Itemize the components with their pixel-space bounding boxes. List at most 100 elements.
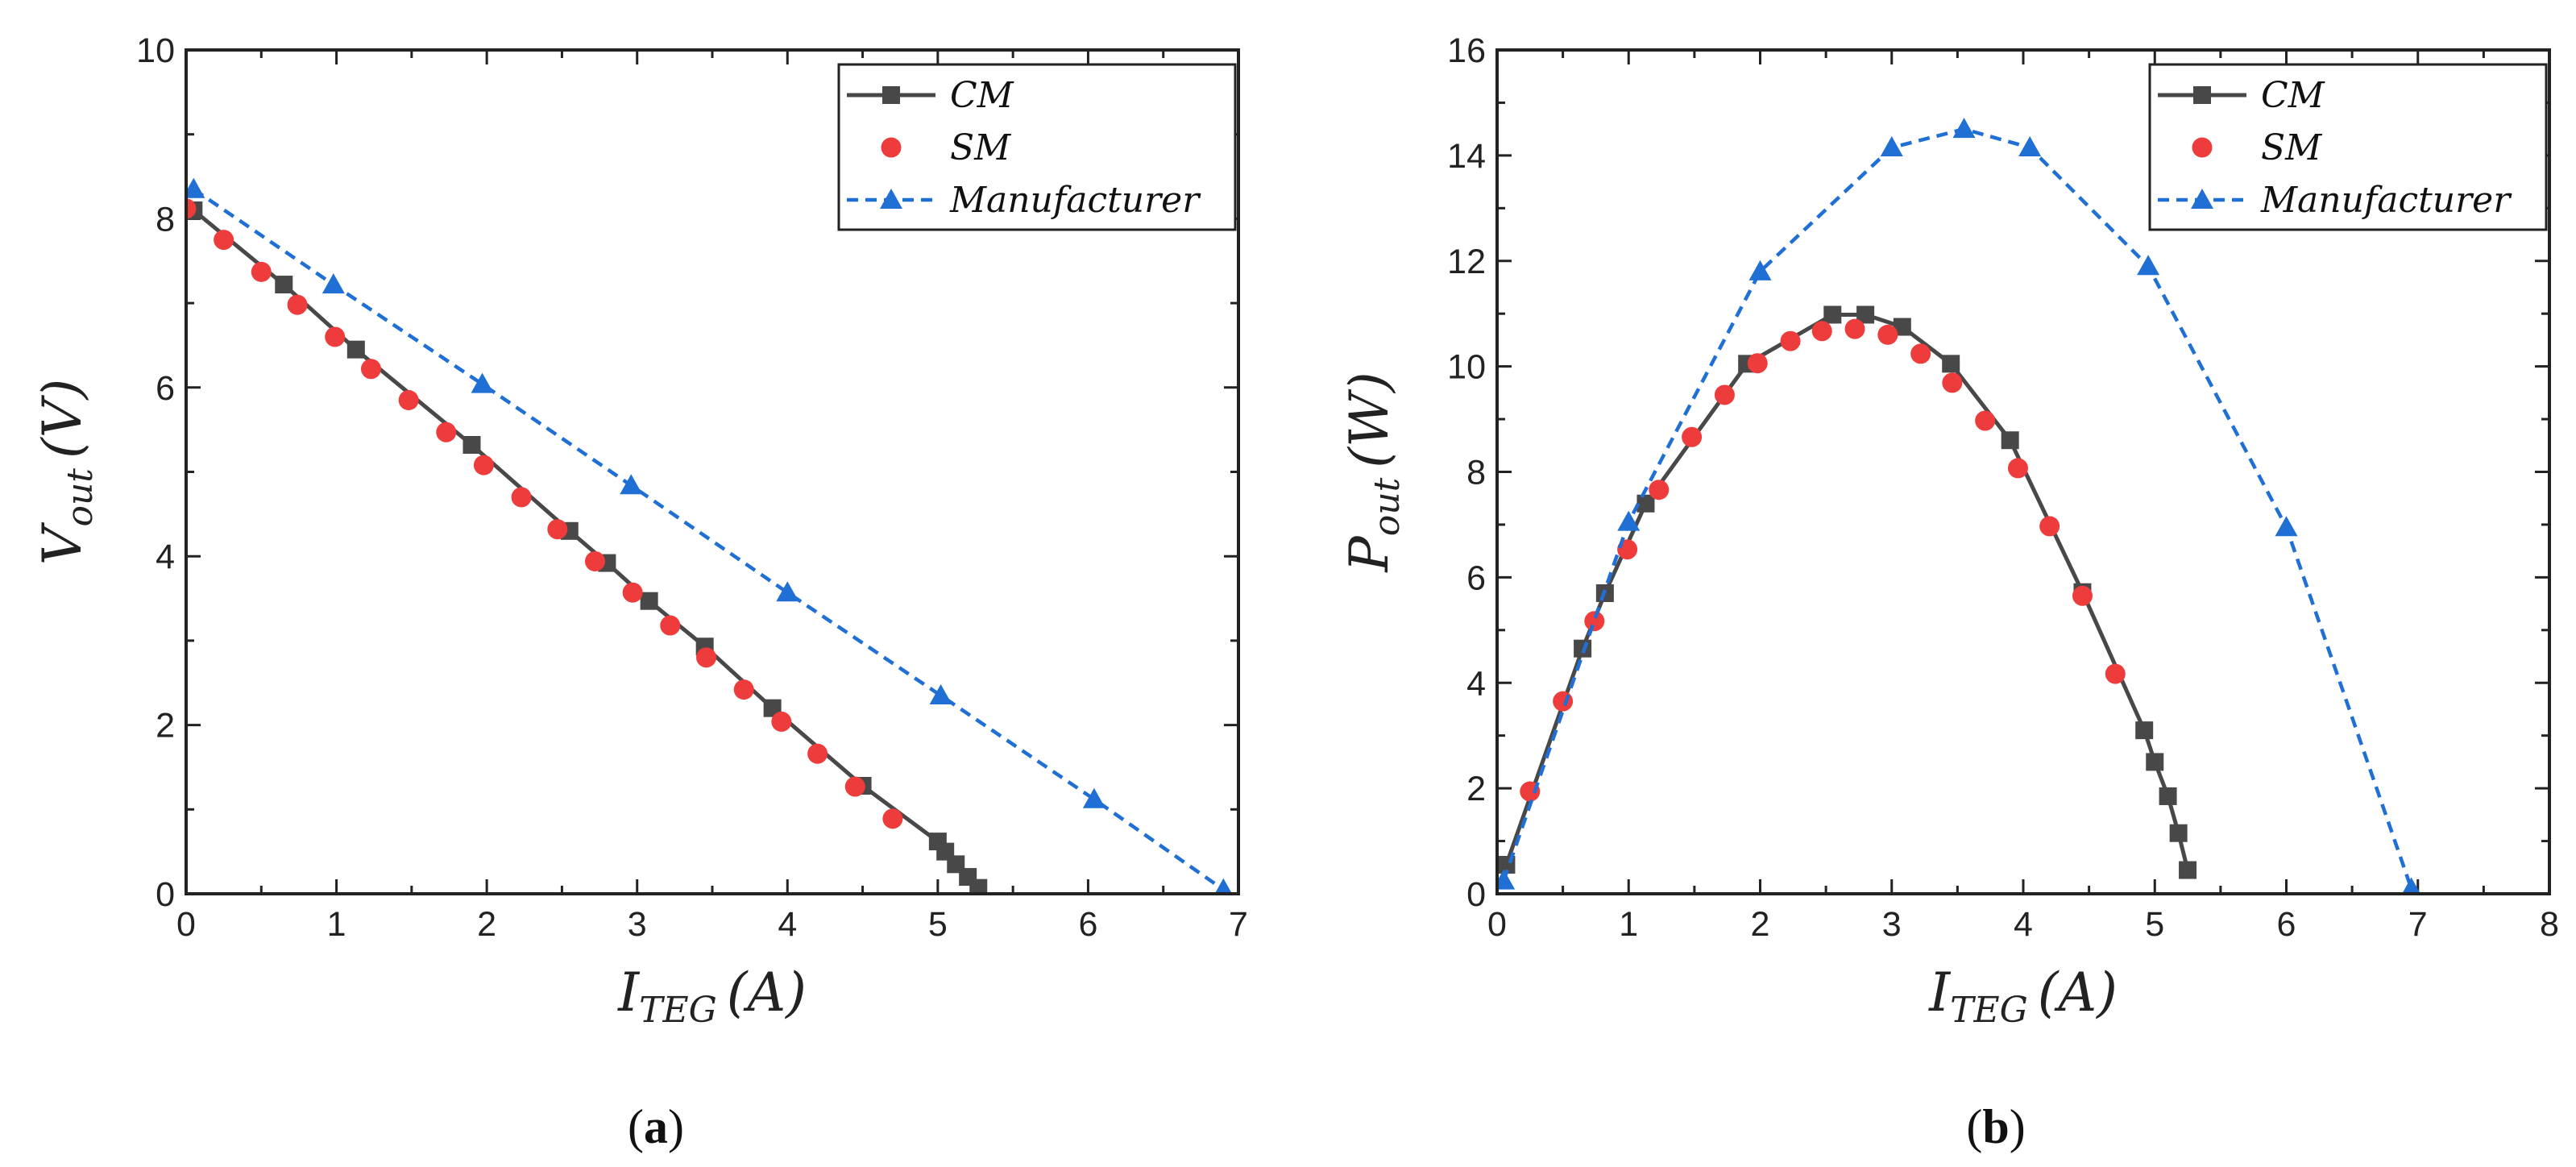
series-sm-point [1682,426,1703,447]
legend-label: CM [950,75,1014,116]
series-sm-point [2072,585,2093,606]
series-sm-point [1811,321,1832,342]
series-sm-point [1553,691,1574,712]
legend-marker [2192,137,2213,158]
y-tick-label: 8 [1466,454,1486,492]
series-cm-point [346,340,365,359]
y-tick-label: 2 [1466,770,1486,808]
y-tick-label: 10 [1447,348,1486,387]
series-cm-point [1636,494,1655,513]
series-sm-point [473,455,494,476]
series-manufacturer-point [2137,255,2160,276]
legend-label: Manufacturer [2260,180,2512,221]
legend-box [837,63,1237,231]
series-sm-point [771,711,792,732]
series-manufacturer-point [620,474,643,495]
panel-label: (a) [628,1100,684,1153]
series-cm-point [763,699,782,717]
x-tick-label: 6 [1078,905,1097,944]
panel-label: (b) [1966,1100,2025,1153]
series-sm-point [696,647,717,668]
series-manufacturer-point [1880,136,1903,157]
series-cm-point [275,276,293,294]
x-tick-label: 3 [628,905,647,944]
series-manufacturer-point [471,372,494,393]
series-sm-point [214,230,234,251]
series-cm-point [1893,318,1911,336]
legend-label: Manufacturer [949,180,1201,221]
series-sm-point [1942,372,1963,393]
series-cm-point [1574,639,1592,658]
series-cm-point [463,435,481,454]
series-sm-point [733,679,754,700]
y-tick-label: 2 [156,707,175,745]
series-sm [1520,318,2126,802]
series-manufacturer-point [2402,877,2421,894]
series-sm-point [2105,663,2126,684]
legend-item-sm: SM [2192,127,2322,168]
series-sm-point [287,294,308,315]
series-cm-point [1856,305,1875,324]
series-sm-point [1584,611,1605,632]
legend-marker [2193,86,2211,104]
x-tick-label: 1 [1619,905,1638,944]
x-tick-label: 4 [2014,905,2033,944]
series-sm-point [436,422,457,442]
legend-box [2148,63,2548,231]
x-tick-label: 4 [778,905,797,944]
series-sm-point [1780,330,1801,351]
y-tick-label: 4 [1466,664,1486,703]
series-manufacturer-point [186,177,205,198]
legend-label: CM [2261,75,2325,116]
series-cm [1497,305,2197,879]
series-manufacturer [186,177,1233,894]
series-sm-point [511,487,532,508]
plot-frame [1495,48,2551,895]
legend-label: SM [2261,127,2322,168]
series-manufacturer-point [1497,869,1516,890]
y-axis-title: Pout(W) [1338,372,1408,572]
series-manufacturer-line [193,187,1225,891]
series-cm-point [969,878,988,894]
legend-label: SM [950,127,1011,168]
series-cm-point [1823,305,1842,324]
series-cm-point [2146,753,2164,771]
y-tick-label: 0 [1466,875,1486,914]
series-sm-point [1975,410,1996,431]
series-sm-point [547,519,568,540]
legend-item-sm: SM [881,127,1011,168]
legend: CM SM Manufacturer [2148,63,2548,231]
series-cm-point [2159,787,2177,805]
x-tick-label: 6 [2277,905,2296,944]
x-tick-label: 1 [327,905,346,944]
legend-marker [882,86,900,104]
x-tick-label: 0 [176,905,196,944]
series-sm-point [844,776,865,797]
series-cm-point [1942,355,1960,373]
panel-b: 0 1 2 3 4 5 6 7 80246810121416CMSMManufacturerIT… [1338,31,2559,1153]
series-cm-point [640,592,658,610]
y-tick-label: 6 [156,369,175,408]
y-tick-label: 4 [156,538,175,576]
series-sm-point [660,615,681,636]
panel-a: 0 1 2 3 4 5 6 7 0 2 4 6 8 10 CM SM Manufacturer ITEG (A) Vo… [31,31,1248,1153]
x-axis-title: ITEG (A) [617,961,807,1031]
series-manufacturer-point [776,581,799,602]
series-sm-point [360,359,381,380]
series-sm-point [1844,318,1865,339]
series-sm-point [882,808,903,829]
plot-frame [185,48,1240,895]
y-tick-label: 6 [1466,559,1486,597]
series-manufacturer-point [1214,878,1233,894]
x-tick-label: 0 [1487,905,1507,944]
y-tick-label: 10 [136,31,175,70]
x-tick-label: 2 [1751,905,1770,944]
plot-area [1497,118,2421,894]
x-tick-label: 7 [1229,905,1248,944]
legend: CM SM Manufacturer [837,63,1237,231]
series-sm-point [1910,343,1931,364]
series-manufacturer-point [929,683,952,704]
series-sm-point [1747,353,1768,374]
x-tick-label: 5 [2145,905,2164,944]
